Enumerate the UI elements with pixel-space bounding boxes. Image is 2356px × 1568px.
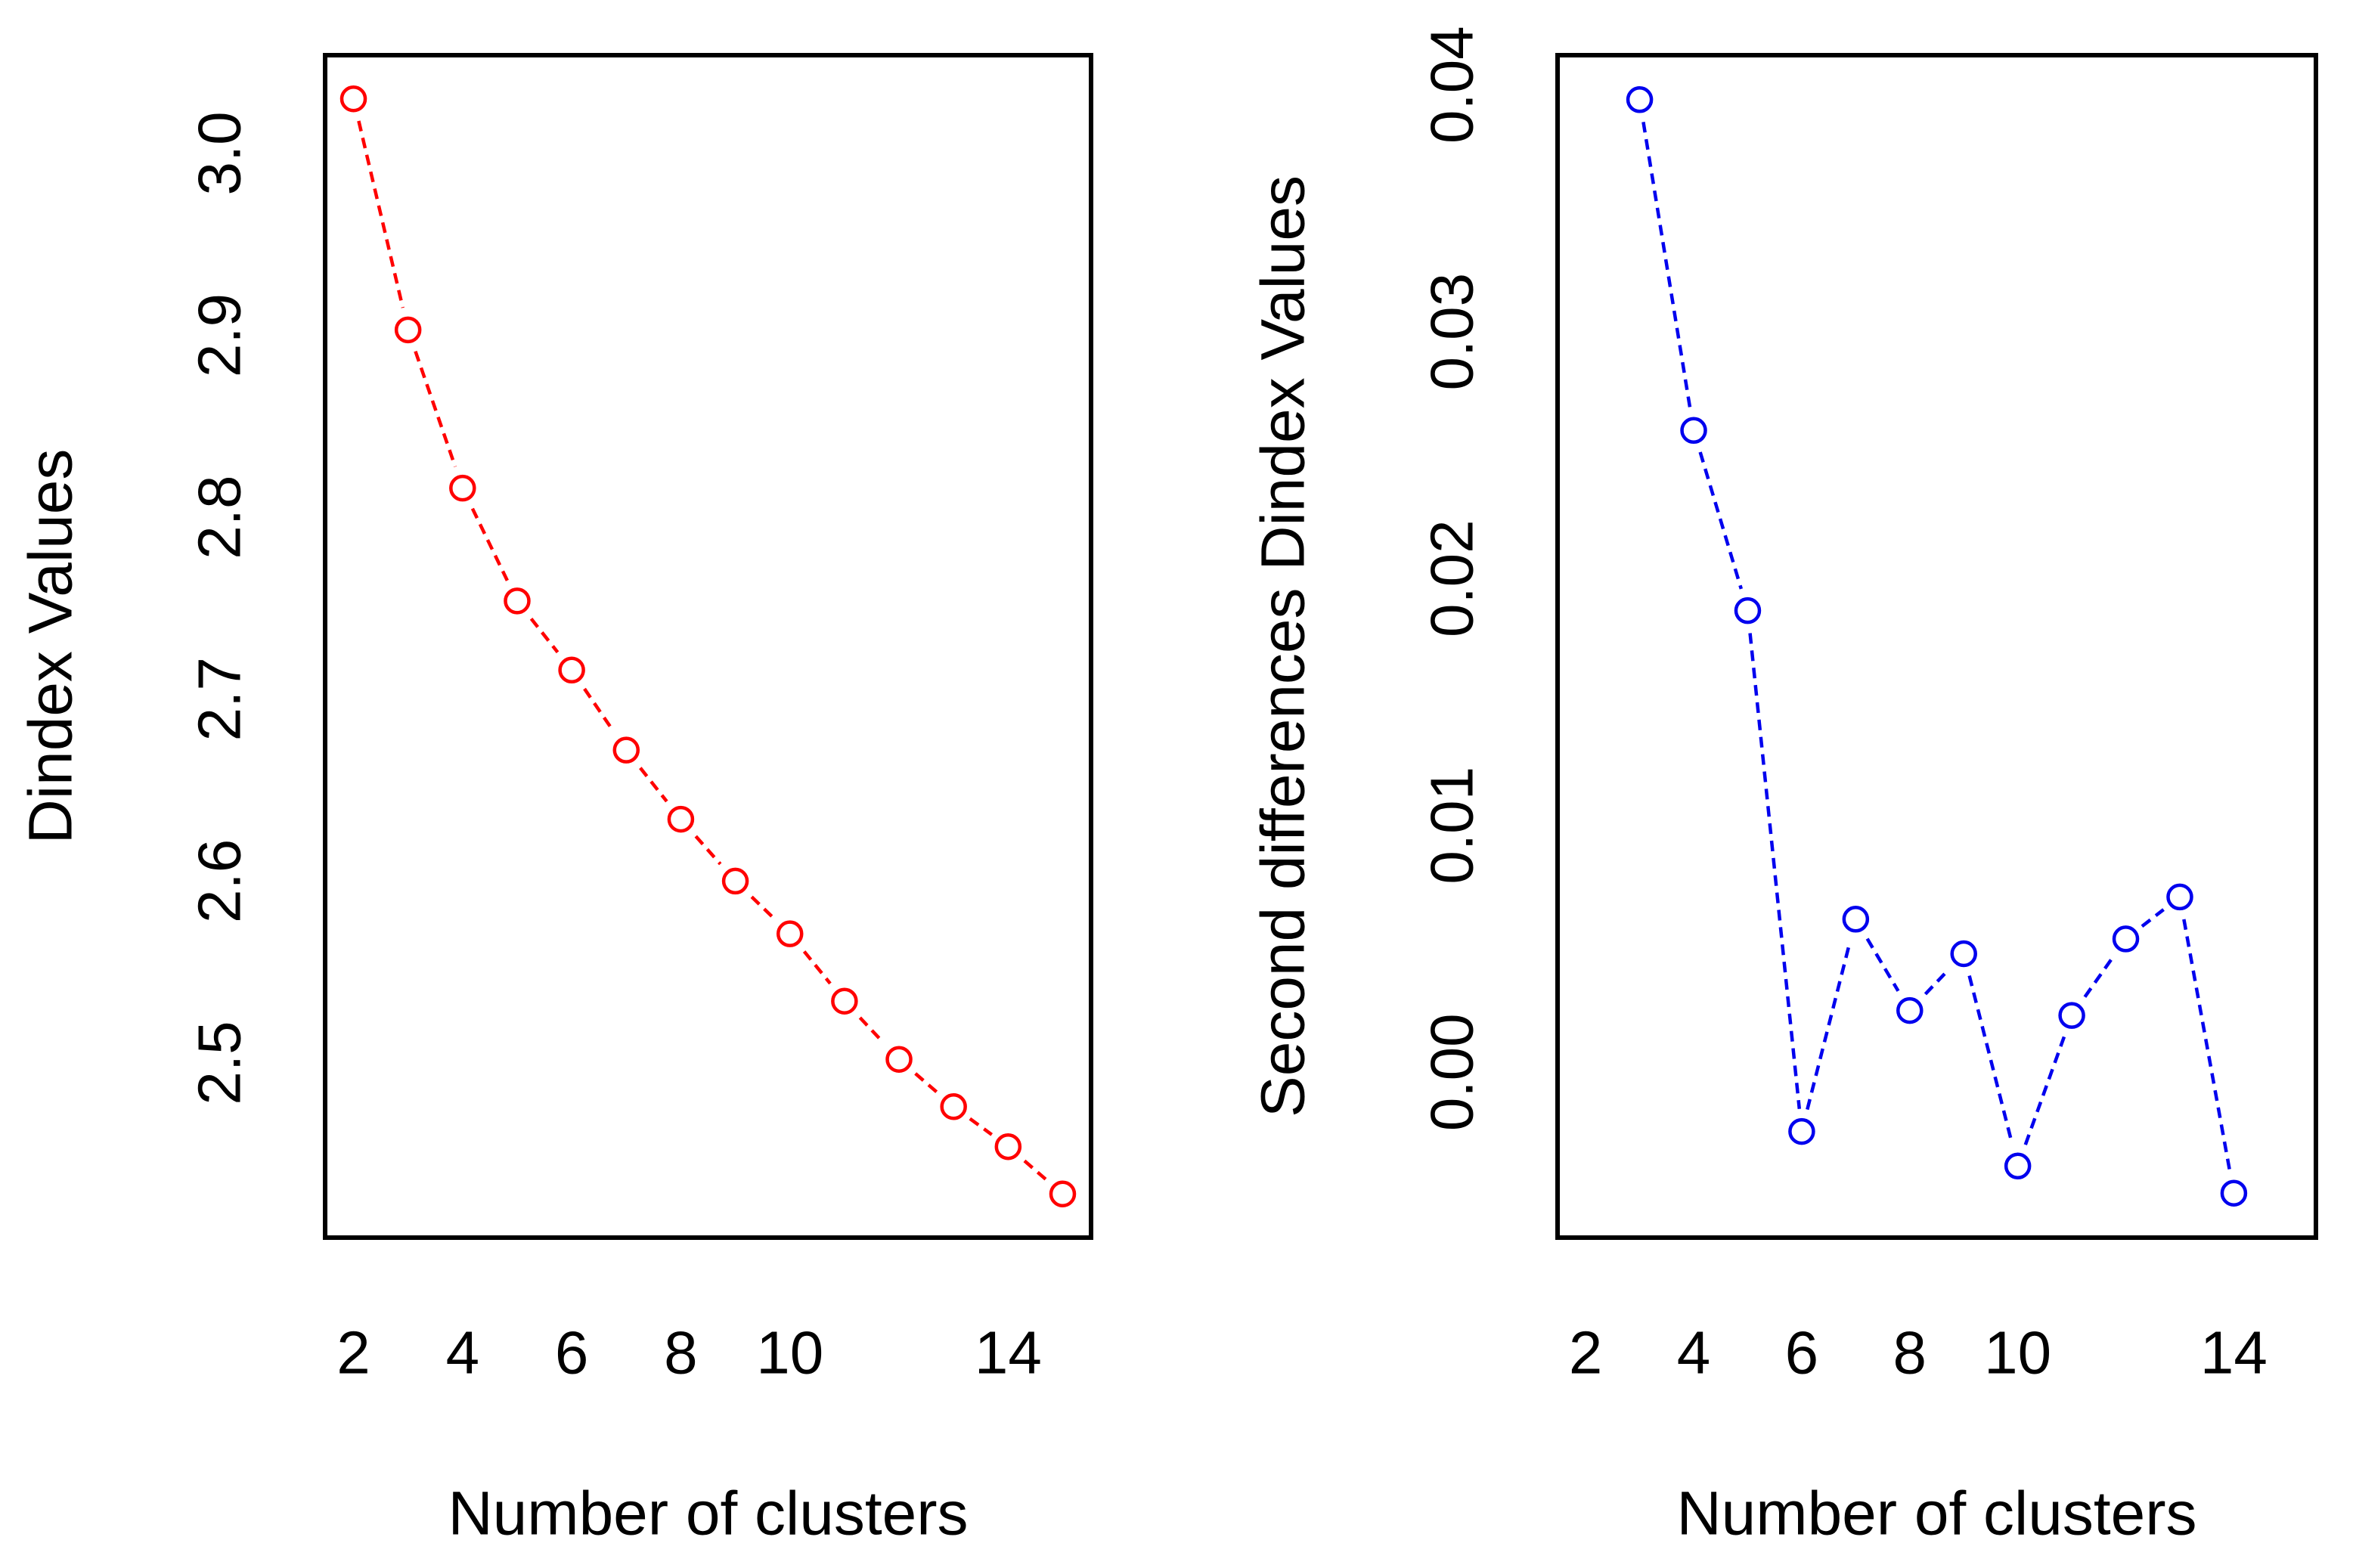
- series-line-segment: [694, 835, 722, 866]
- y-tick-label: 2.8: [186, 476, 253, 559]
- data-point-marker: [504, 587, 531, 615]
- y-tick-label: 0.00: [1418, 1013, 1486, 1131]
- x-tick-label: 8: [1893, 1319, 1927, 1387]
- series-line-segment: [2141, 908, 2165, 928]
- series-line-segment: [414, 350, 457, 468]
- series-line-segment: [1748, 633, 1802, 1109]
- data-point-marker: [612, 736, 640, 764]
- y-tick-label: 0.04: [1418, 26, 1486, 144]
- series-line-segment: [1023, 1159, 1048, 1182]
- x-tick-label: 2: [1569, 1319, 1603, 1387]
- x-tick-label: 10: [756, 1319, 823, 1387]
- y-tick-label: 0.01: [1418, 767, 1486, 885]
- data-point-marker: [1626, 86, 1654, 113]
- y-tick-label: 2.5: [186, 1021, 253, 1105]
- y-tick-label: 0.03: [1418, 273, 1486, 391]
- data-point-marker: [339, 85, 367, 113]
- data-point-marker: [1788, 1117, 1815, 1145]
- data-point-marker: [1896, 996, 1924, 1024]
- series-line-segment: [2083, 956, 2115, 998]
- series-line-segment: [1865, 937, 1900, 992]
- data-point-marker: [721, 867, 749, 895]
- x-tick-label: 14: [2200, 1319, 2268, 1387]
- x-tick-label: 2: [336, 1319, 370, 1387]
- x-axis-title: Number of clusters: [1676, 1480, 2196, 1548]
- series-line-segment: [750, 895, 775, 919]
- y-axis-title: Second differences Dindex Values: [1249, 175, 1318, 1117]
- data-point-marker: [994, 1133, 1022, 1161]
- x-tick-label: 8: [664, 1319, 698, 1387]
- data-point-marker: [1049, 1180, 1077, 1208]
- data-point-marker: [394, 316, 422, 344]
- x-tick-label: 10: [1984, 1319, 2051, 1387]
- series-line-segment: [529, 618, 560, 654]
- data-point-marker: [2058, 1002, 2085, 1029]
- x-tick-label: 6: [555, 1319, 589, 1387]
- data-point-marker: [558, 656, 585, 684]
- data-point-marker: [449, 474, 476, 502]
- series-line-segment: [583, 687, 615, 733]
- data-point-marker: [1680, 417, 1707, 445]
- data-point-marker: [2004, 1152, 2032, 1180]
- series-line-segment: [1698, 451, 1744, 590]
- series-line-segment: [1641, 122, 1692, 409]
- data-point-marker: [2166, 883, 2193, 911]
- series-line-segment: [969, 1117, 994, 1136]
- series-line-segment: [914, 1072, 939, 1094]
- data-point-marker: [885, 1046, 913, 1073]
- y-tick-label: 0.02: [1418, 519, 1486, 637]
- data-point-marker: [667, 805, 695, 833]
- data-point-marker: [2112, 925, 2140, 953]
- x-tick-label: 4: [446, 1319, 480, 1387]
- series-line-segment: [858, 1016, 885, 1044]
- x-tick-label: 6: [1785, 1319, 1819, 1387]
- series-line-segment: [2182, 919, 2232, 1172]
- data-point-marker: [2220, 1179, 2248, 1207]
- y-tick-label: 2.9: [186, 293, 253, 377]
- series-line-segment: [357, 120, 405, 308]
- y-axis-title: Dindex Values: [17, 449, 85, 844]
- series-line-segment: [2023, 1036, 2066, 1145]
- x-axis-title: Number of clusters: [448, 1480, 968, 1548]
- y-tick-label: 3.0: [186, 111, 253, 195]
- y-tick-label: 2.6: [186, 839, 253, 923]
- x-tick-label: 4: [1677, 1319, 1711, 1387]
- data-point-marker: [940, 1093, 967, 1120]
- series-line-segment: [639, 767, 668, 803]
- series-line-segment: [470, 507, 509, 581]
- plot-border: [323, 53, 1093, 1240]
- x-tick-label: 14: [975, 1319, 1042, 1387]
- series-line-segment: [1967, 975, 2014, 1145]
- plot-border: [1555, 53, 2318, 1240]
- series-line-segment: [1924, 968, 1950, 996]
- data-point-marker: [831, 987, 858, 1015]
- data-point-marker: [1950, 940, 1977, 968]
- series-line-segment: [802, 950, 832, 985]
- data-point-marker: [776, 920, 804, 947]
- y-tick-label: 2.7: [186, 657, 253, 741]
- data-point-marker: [1734, 597, 1762, 624]
- series-line-segment: [1806, 940, 1852, 1111]
- data-point-marker: [1842, 906, 1870, 933]
